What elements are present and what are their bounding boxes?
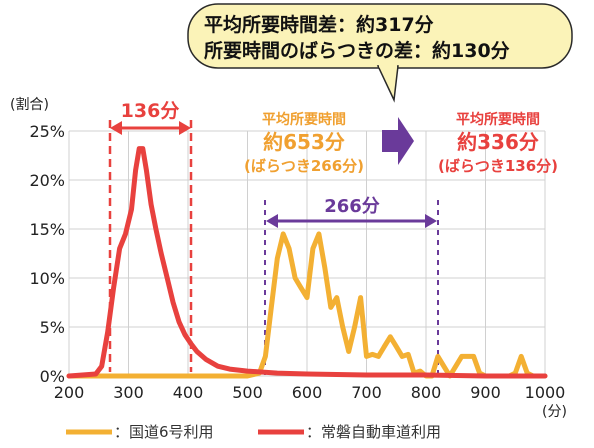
x-tick-labels: 200 300 400 500 600 700 800 900 1000 bbox=[54, 383, 566, 402]
legend-label-route6: ：国道6号利用 bbox=[114, 423, 214, 441]
orange-block-line3: (ばらつき266分) bbox=[244, 157, 364, 175]
red-block-line1: 平均所要時間 bbox=[456, 111, 540, 128]
callout-line1: 平均所要時間差：約317分 bbox=[204, 13, 434, 36]
x-tick-label: 900 bbox=[470, 383, 501, 402]
orange-block-line1: 平均所要時間 bbox=[262, 111, 346, 128]
y-tick-label: 10% bbox=[29, 269, 65, 288]
y-axis-label: (割合) bbox=[10, 96, 49, 113]
legend: ：国道6号利用 ：常磐自動車道利用 bbox=[66, 423, 441, 441]
comparison-arrow-icon bbox=[382, 117, 414, 165]
red-span-label: 136分 bbox=[121, 100, 180, 122]
callout-line2: 所要時間のばらつきの差：約130分 bbox=[204, 39, 510, 62]
x-tick-label: 300 bbox=[113, 383, 144, 402]
red-span-arrow bbox=[110, 121, 191, 135]
purple-span-arrow bbox=[266, 214, 437, 228]
legend-label-joban: ：常磐自動車道利用 bbox=[306, 423, 441, 441]
x-tick-label: 800 bbox=[411, 383, 442, 402]
x-tick-label: 200 bbox=[54, 383, 85, 402]
y-tick-labels: 0% 5% 10% 15% 20% 25% bbox=[29, 122, 65, 386]
red-block-line2: 約336分 bbox=[457, 130, 539, 154]
x-tick-label: 700 bbox=[351, 383, 382, 402]
orange-block-line2: 約653分 bbox=[263, 130, 345, 154]
gridlines bbox=[68, 130, 546, 377]
x-axis-label: (分) bbox=[542, 404, 567, 420]
callout-bubble bbox=[187, 3, 573, 103]
y-tick-label: 25% bbox=[29, 122, 65, 141]
y-tick-label: 20% bbox=[29, 171, 65, 190]
x-tick-label: 500 bbox=[232, 383, 263, 402]
y-tick-label: 5% bbox=[40, 318, 65, 337]
x-tick-label: 1000 bbox=[525, 383, 566, 402]
x-tick-label: 400 bbox=[173, 383, 204, 402]
series-line-joban bbox=[66, 146, 548, 379]
purple-span-label: 266分 bbox=[324, 196, 380, 217]
x-tick-label: 600 bbox=[292, 383, 323, 402]
series-joban-expressway bbox=[66, 146, 548, 379]
y-tick-label: 15% bbox=[29, 220, 65, 239]
y-tick-label: 0% bbox=[40, 367, 65, 386]
red-block-line3: (ばらつき136分) bbox=[438, 157, 558, 175]
